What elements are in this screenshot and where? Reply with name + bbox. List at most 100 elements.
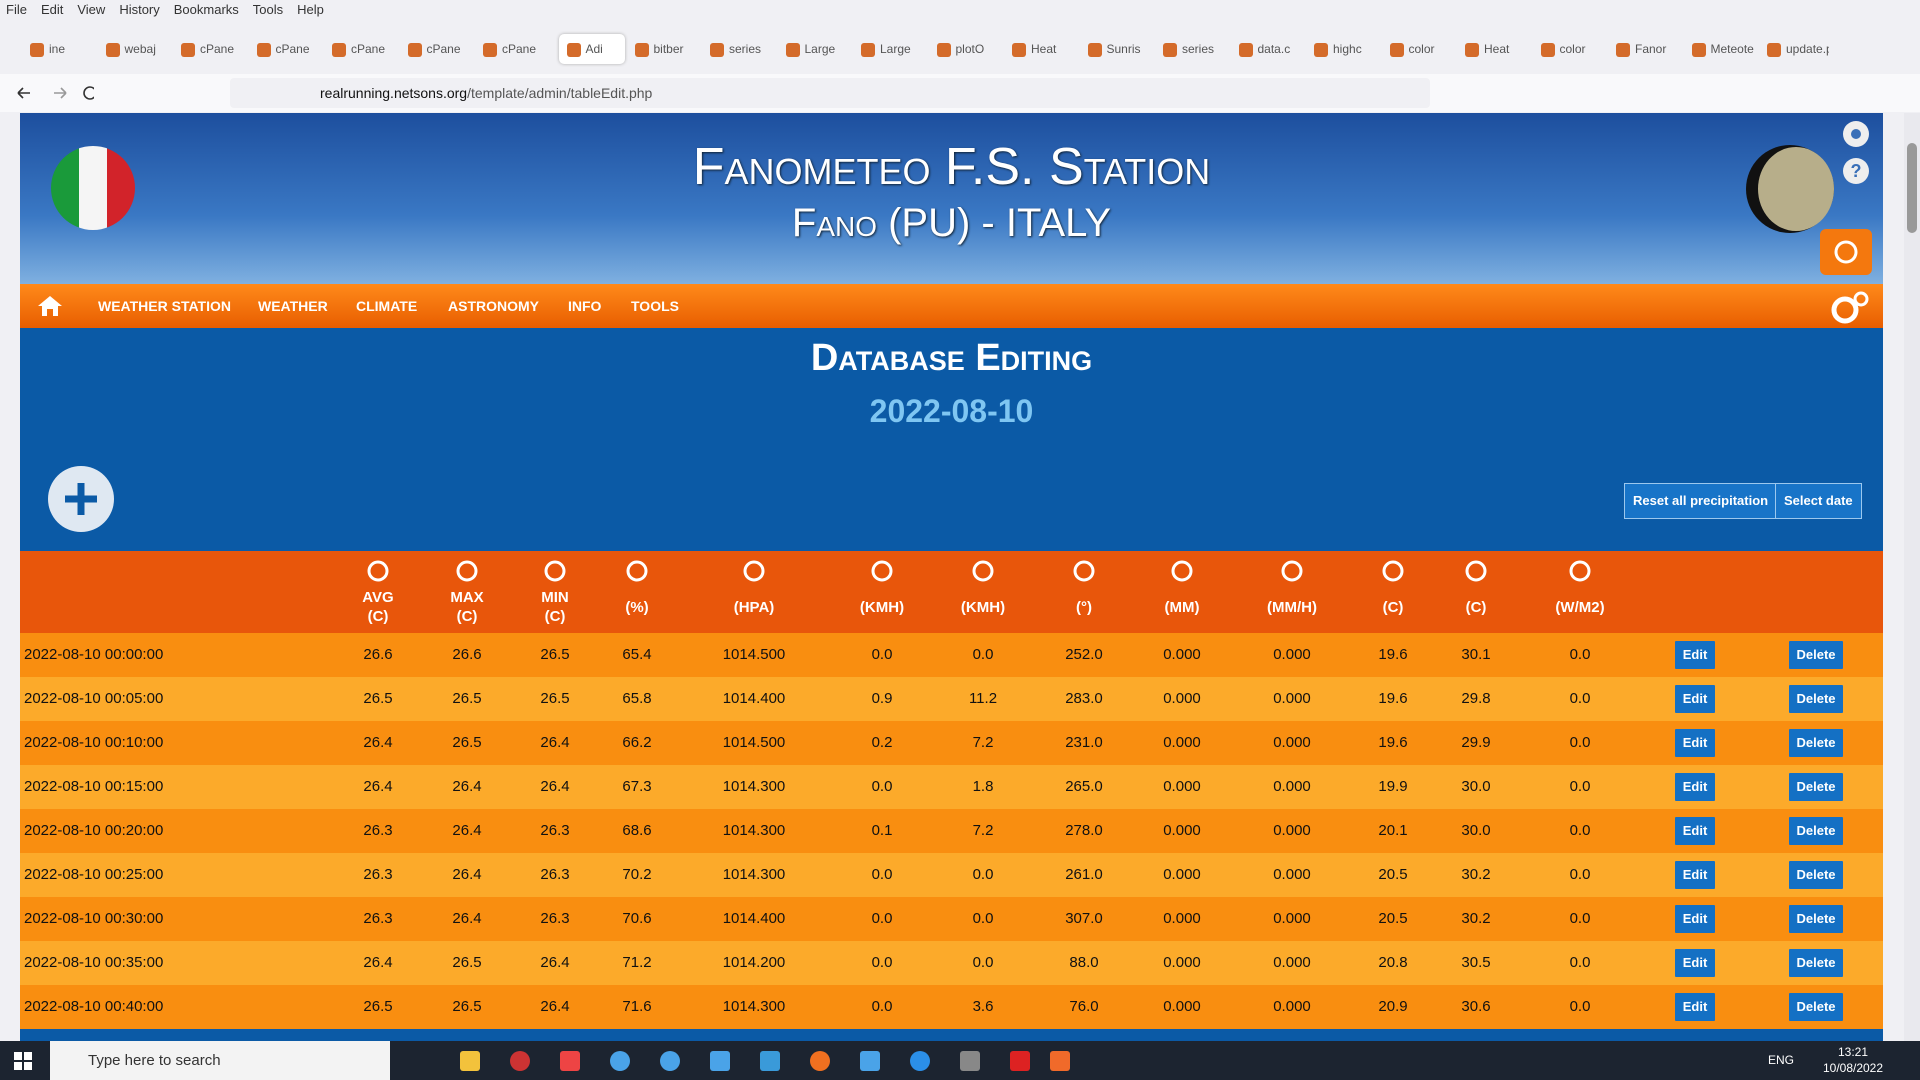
language[interactable]: ENG [1768,1053,1795,1067]
tab[interactable]: ine [30,34,92,64]
tab[interactable]: cPane [407,34,470,64]
tab[interactable]: Large [861,34,923,64]
cell: 20.1 [1378,822,1408,839]
cell: 30.1 [1461,646,1491,663]
nav-buttons[interactable] [14,84,94,102]
delete-button[interactable]: Delete [1789,817,1843,845]
cell: 0.000 [1163,954,1201,971]
time: 13:21 [1837,1045,1869,1059]
tab[interactable]: Fanor [1616,34,1678,64]
tab[interactable]: highc [1314,34,1376,64]
nav-item[interactable]: TOOLS [631,298,679,314]
select-date-button[interactable]: Select date [1775,483,1862,519]
edit-button[interactable]: Edit [1675,949,1715,977]
edit-button[interactable]: Edit [1675,817,1715,845]
edit-button[interactable]: Edit [1675,861,1715,889]
menu-item[interactable]: History [119,2,160,17]
gears-icon[interactable] [1830,290,1870,324]
tab[interactable]: color [1389,34,1452,64]
tab[interactable]: plotO [936,34,999,64]
tab[interactable]: series [1163,34,1225,64]
date-cell: 2022-08-10 00:40:00 [24,998,164,1015]
header-cell: (W/M2) [1535,555,1625,616]
cell: 283.0 [1065,690,1103,707]
tab-label: Fanor [1635,42,1667,56]
theme-button[interactable] [1820,229,1872,275]
edit-button[interactable]: Edit [1675,729,1715,757]
tab-label: series [1182,42,1215,56]
tab[interactable]: Adi [558,34,625,64]
settings-help[interactable]: ? [1836,117,1876,187]
header-spacer [938,589,1028,597]
cell: 70.6 [622,910,652,927]
delete-button[interactable]: Delete [1789,993,1843,1021]
menu-item[interactable]: Tools [252,2,284,17]
table-row: 2022-08-10 00:30:00 26.3 26.4 26.3 70.6 1014.… [20,897,1883,941]
tab[interactable]: bitber [634,34,697,64]
tab[interactable]: series [710,34,772,64]
date-cell: 2022-08-10 00:15:00 [24,778,164,795]
tab[interactable]: cPane [483,34,545,64]
menu-item[interactable]: Help [297,2,324,17]
edit-button[interactable]: Edit [1675,905,1715,933]
tab[interactable]: cPane [256,34,319,64]
nav-item[interactable]: WEATHER STATION [98,298,231,314]
home-icon[interactable] [36,294,64,318]
menu-item[interactable]: Edit [40,2,64,17]
tab-label: Sunris [1106,42,1141,56]
tab[interactable]: webaj [105,34,168,64]
nav-item[interactable]: INFO [568,298,602,314]
add-button[interactable] [47,465,115,533]
tab[interactable]: cPane [181,34,243,64]
scrollbar[interactable] [1904,113,1920,1041]
cell: 26.4 [363,954,393,971]
tab[interactable]: Heat [1465,34,1527,64]
cell: 0.000 [1273,734,1311,751]
delete-button[interactable]: Delete [1789,949,1843,977]
tab[interactable]: cPane [332,34,394,64]
reset-button[interactable]: Reset all precipitation [1624,483,1778,519]
cell: 26.4 [540,954,570,971]
delete-button[interactable]: Delete [1789,861,1843,889]
header-icon [1465,560,1487,582]
tab[interactable]: Meteotem [1691,34,1754,64]
search-box[interactable]: Type here to search [50,1041,390,1080]
edit-button[interactable]: Edit [1675,685,1715,713]
edit-button[interactable]: Edit [1675,641,1715,669]
header-spacer [1247,589,1337,597]
cell: 0.0 [871,910,893,927]
delete-button[interactable]: Delete [1789,773,1843,801]
start-button[interactable] [14,1052,32,1070]
tab[interactable]: Large [785,34,848,64]
tab-icon [1238,42,1253,57]
tab-icon [1389,42,1404,57]
tab[interactable]: color [1540,34,1603,64]
tab[interactable]: data.c [1238,34,1301,64]
menu-item[interactable]: File [6,2,27,17]
tab-icon [566,42,581,57]
nav-item[interactable]: ASTRONOMY [448,298,539,314]
delete-button[interactable]: Delete [1789,685,1843,713]
menu-item[interactable]: View [77,2,106,17]
tab[interactable]: update.ph [1767,34,1829,64]
tab[interactable]: Sunris [1087,34,1150,64]
menu-item[interactable]: Bookmarks [173,2,239,17]
header-unit: (%) [625,599,649,616]
edit-button[interactable]: Edit [1675,993,1715,1021]
clock[interactable]: 13:21 10/08/2022 [1812,1044,1894,1076]
table-row: 2022-08-10 00:00:00 26.6 26.6 26.5 65.4 1014.… [20,633,1883,677]
tab[interactable]: Heat [1012,34,1074,64]
nav-item[interactable]: CLIMATE [356,298,418,314]
header-icon [1569,560,1591,582]
delete-button[interactable]: Delete [1789,641,1843,669]
tab-icon [1087,42,1102,57]
cell: 0.0 [1569,690,1591,707]
nav-item[interactable]: WEATHER [258,298,328,314]
delete-button[interactable]: Delete [1789,729,1843,757]
delete-button[interactable]: Delete [1789,905,1843,933]
url-bar[interactable]: realrunning.netsons.org/template/admin/t… [230,78,1430,108]
cell: 0.000 [1273,910,1311,927]
cell: 26.5 [452,690,482,707]
edit-button[interactable]: Edit [1675,773,1715,801]
tab-icon [483,42,497,57]
